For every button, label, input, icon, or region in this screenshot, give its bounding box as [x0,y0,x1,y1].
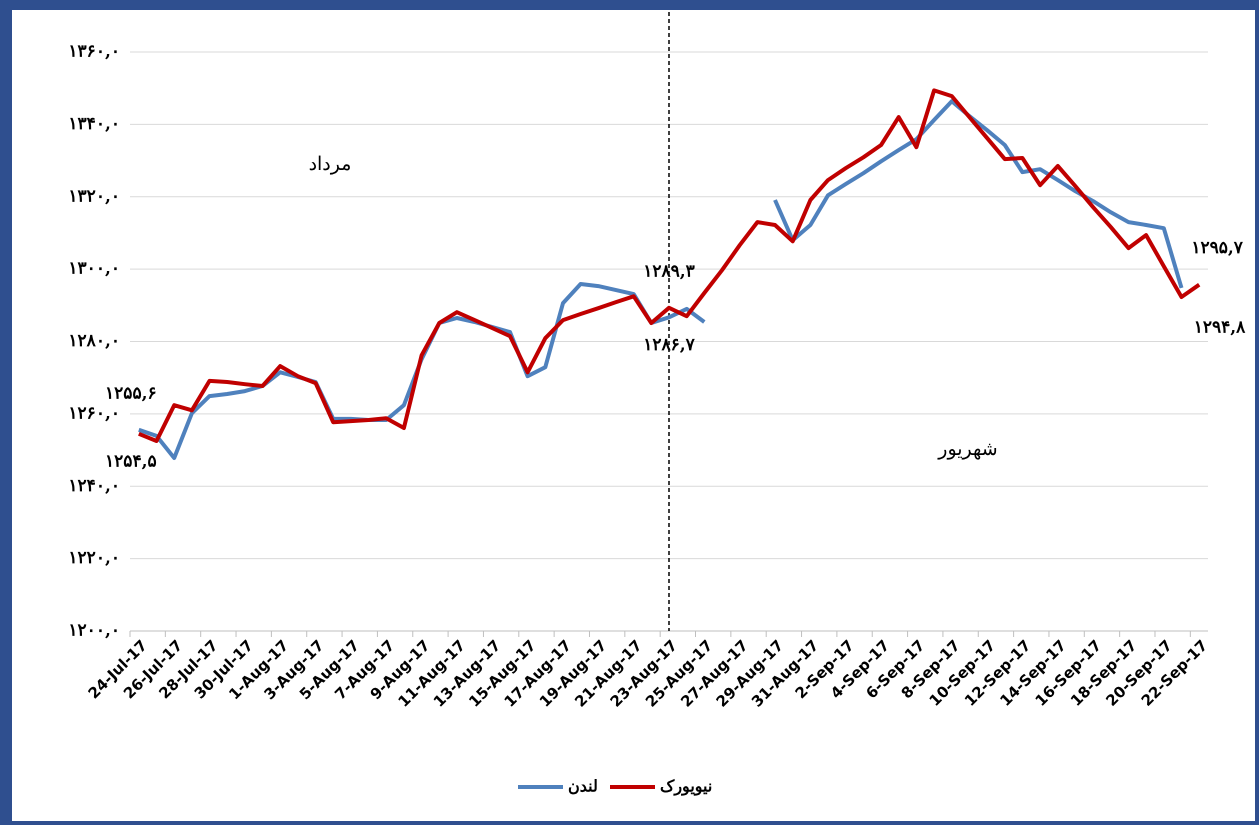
legend-label: نیویورک [660,777,712,797]
top-bar [0,0,1259,10]
left-bar [0,0,12,825]
y-tick-label: ۱۲۸۰,۰ [68,331,120,351]
annotation: مرداد [309,153,352,175]
y-tick-label: ۱۲۲۰,۰ [68,548,120,568]
y-tick-label: ۱۲۶۰,۰ [68,403,120,423]
y-tick-label: ۱۲۰۰,۰ [68,621,120,641]
y-tick-label: ۱۲۴۰,۰ [68,476,120,496]
annotation: شهریور [937,438,997,460]
data-label: ۱۲۹۵,۷ [1191,238,1243,258]
data-label: ۱۲۵۴,۵ [105,451,157,471]
y-tick-label: ۱۳۴۰,۰ [68,114,120,134]
data-label: ۱۲۸۶,۷ [643,335,695,355]
legend-label: لندن [568,777,598,796]
data-label: ۱۲۹۴,۸ [1194,317,1246,337]
data-label: ۱۲۵۵,۶ [105,383,157,403]
data-label: ۱۲۸۹,۳ [643,261,695,281]
series-line [138,88,1201,443]
y-tick-label: ۱۳۰۰,۰ [68,259,120,279]
y-tick-label: ۱۳۶۰,۰ [68,42,120,62]
y-tick-label: ۱۳۲۰,۰ [68,186,120,206]
